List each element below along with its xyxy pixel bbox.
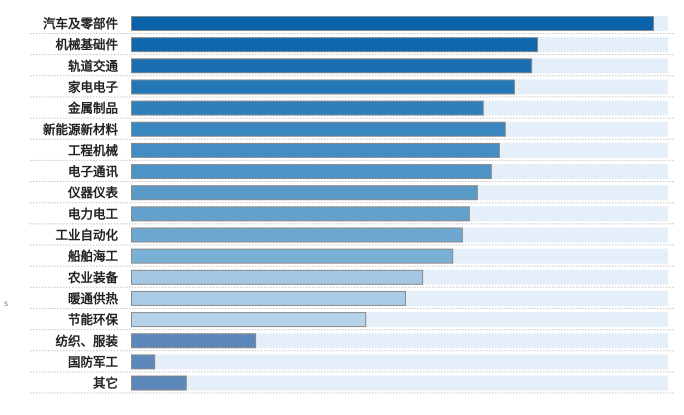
bar xyxy=(131,269,424,285)
bar xyxy=(131,248,454,264)
bar-track xyxy=(131,333,668,349)
bar xyxy=(131,142,500,158)
bar xyxy=(131,227,463,243)
category-label: 金属制品 xyxy=(67,101,118,116)
category-label: 国防军工 xyxy=(68,354,119,369)
bar xyxy=(131,185,478,201)
stray-axis-mark: s xyxy=(4,299,9,308)
category-label: 节能环保 xyxy=(68,312,119,327)
category-label: 机械基础件 xyxy=(55,37,118,52)
category-label: 轨道交通 xyxy=(68,58,119,73)
bar xyxy=(131,121,506,137)
bar xyxy=(131,375,187,391)
bar xyxy=(131,16,655,31)
category-label: 暖通供热 xyxy=(68,291,119,306)
category-label: 新能源新材料 xyxy=(43,122,119,137)
category-label: 工程机械 xyxy=(68,143,119,158)
bar xyxy=(131,37,539,53)
category-label: 农业装备 xyxy=(67,270,119,285)
category-label: 家电电子 xyxy=(68,79,119,94)
bar xyxy=(131,58,533,74)
category-label: 电力电工 xyxy=(68,206,119,221)
bar xyxy=(131,206,470,222)
category-label: 汽车及零部件 xyxy=(43,16,119,31)
bar-track xyxy=(131,354,668,370)
bar xyxy=(131,312,367,328)
category-label: 船舶海工 xyxy=(68,249,119,264)
bar xyxy=(131,164,492,180)
bar xyxy=(131,290,406,306)
bar-track xyxy=(131,375,668,391)
category-label: 其它 xyxy=(93,376,118,391)
category-label: 工业自动化 xyxy=(55,228,118,243)
bar xyxy=(131,79,515,95)
category-label: 纺织、服装 xyxy=(55,333,118,348)
bar xyxy=(131,333,257,349)
category-label: 仪器仪表 xyxy=(67,185,119,200)
category-label: 电子通讯 xyxy=(68,164,119,179)
bar xyxy=(131,100,484,116)
bar xyxy=(131,354,156,370)
